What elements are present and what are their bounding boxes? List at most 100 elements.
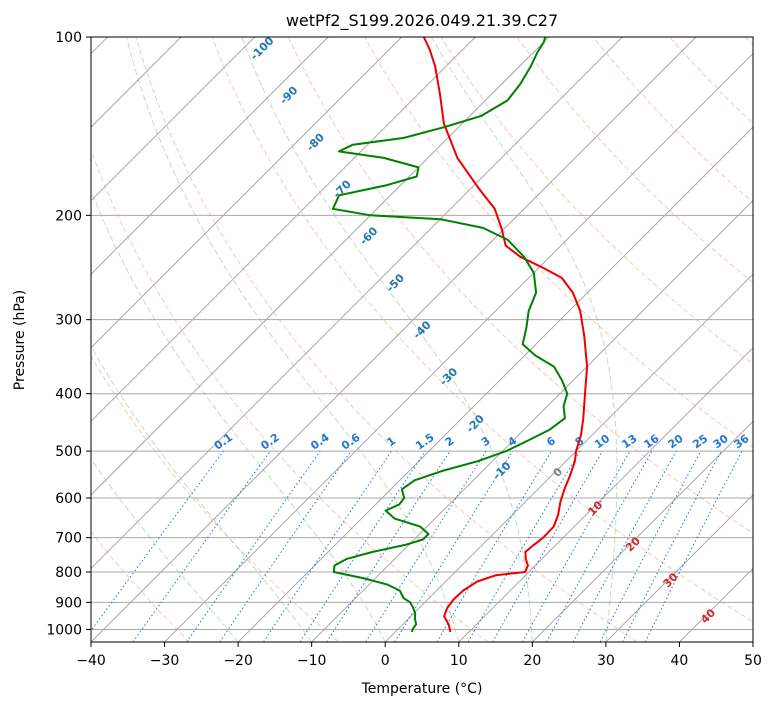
adiabat-label-blue: -20 xyxy=(464,412,487,435)
moist-adiabat-line xyxy=(241,37,533,642)
x-axis-title: Temperature (°C) xyxy=(361,681,483,697)
adiabat-label-blue: -80 xyxy=(304,130,327,153)
x-tick-label: 40 xyxy=(671,653,689,669)
isotherm-line xyxy=(458,347,753,642)
mixing-ratio-label: 1.5 xyxy=(413,431,436,453)
adiabat-label-red: 20 xyxy=(623,534,643,554)
y-tick-label: 200 xyxy=(55,208,82,224)
isotherm-line xyxy=(91,37,403,349)
adiabat-label-red: 10 xyxy=(585,498,605,518)
adiabat-label-blue: -30 xyxy=(437,365,460,388)
dewpoint-profile-line xyxy=(331,37,569,633)
plot-area: 0.1 0.2 0.4 0.6 1 1.5 2 3 4 6 8 10 13 16 20 25 30 36-100-… xyxy=(91,34,753,642)
mixing-ratio-label: 16 xyxy=(642,432,662,452)
y-tick-label: 800 xyxy=(55,565,82,581)
dry-adiabat-line xyxy=(91,355,340,642)
adiabat-label-blue: -40 xyxy=(410,318,433,341)
dry-adiabat-line xyxy=(745,37,753,46)
x-tick-label: −20 xyxy=(223,653,253,669)
mixing-ratio-label: 2 xyxy=(443,434,457,449)
x-tick-label: −40 xyxy=(76,653,106,669)
y-tick-label: 400 xyxy=(55,387,82,403)
isotherm-line xyxy=(605,494,753,642)
y-tick-label: 1000 xyxy=(46,622,82,638)
x-tick-label: 30 xyxy=(597,653,615,669)
adiabat-label-blue: -70 xyxy=(331,177,354,200)
chart-title: wetPf2_S199.2026.049.21.39.C27 xyxy=(286,11,558,31)
x-tick-label: −10 xyxy=(297,653,327,669)
mixing-ratio-line xyxy=(394,450,514,642)
moist-adiabat-line xyxy=(91,345,313,642)
dry-adiabat-line xyxy=(91,148,489,642)
isotherm-line xyxy=(91,37,697,642)
x-tick-label: 50 xyxy=(744,653,762,669)
axes: −40 −30 −20 −10 0 10 20 30 40 5010020030040050060… xyxy=(46,30,762,669)
plot-clip-group: 0.1 0.2 0.4 0.6 1 1.5 2 3 4 6 8 10 13 16 20 25 30 36-100-… xyxy=(91,34,753,642)
isotherm-line xyxy=(164,52,753,642)
y-axis-title: Pressure (hPa) xyxy=(12,290,28,390)
isotherm-line xyxy=(384,273,753,642)
mixing-ratio-line xyxy=(546,450,653,642)
mixing-ratio-label: 30 xyxy=(711,432,731,452)
y-tick-label: 900 xyxy=(55,595,82,611)
isotherm-line xyxy=(91,37,476,423)
mixing-ratio-label: 25 xyxy=(690,432,710,451)
mixing-ratio-label: 0.2 xyxy=(258,431,281,453)
mixing-ratio-line xyxy=(436,450,552,642)
y-tick-label: 500 xyxy=(55,444,82,460)
dry-adiabat-line xyxy=(135,37,638,642)
mixing-ratio-line xyxy=(219,450,352,642)
y-tick-label: 600 xyxy=(55,491,82,507)
x-tick-label: −30 xyxy=(150,653,180,669)
y-tick-label: 700 xyxy=(55,531,82,547)
isotherm-line xyxy=(91,37,623,570)
mixing-ratio-line xyxy=(467,450,581,642)
adiabat-label-blue: -100 xyxy=(248,34,277,63)
dry-adiabat-line xyxy=(592,37,753,204)
mixing-ratio-label: 13 xyxy=(619,432,639,451)
isotherm-line xyxy=(91,37,329,275)
dry-adiabat-line xyxy=(91,531,191,642)
plot-frame xyxy=(90,36,754,643)
mixing-ratio-line xyxy=(91,450,224,632)
isotherm-line xyxy=(311,199,753,642)
temperature-profile-line xyxy=(422,37,589,633)
moist-adiabat-line xyxy=(91,188,386,642)
adiabat-label-red: 0 xyxy=(551,465,566,480)
adiabat-label-red: 40 xyxy=(698,606,718,626)
mixing-ratio-label: 0.1 xyxy=(212,431,235,453)
mixing-ratio-label: 0.4 xyxy=(308,431,332,453)
mixing-ratio-line xyxy=(186,450,321,642)
isotherm-line xyxy=(752,641,753,642)
mixing-ratio-label: 20 xyxy=(666,432,686,452)
mixing-ratio-line xyxy=(132,450,271,642)
adiabat-label-blue: -90 xyxy=(277,84,300,107)
adiabat-label-blue: -10 xyxy=(490,459,513,482)
mixing-ratio-line xyxy=(522,450,631,642)
mixing-ratio-line xyxy=(644,450,743,642)
moist-adiabat-line xyxy=(126,37,460,642)
mixing-ratio-line xyxy=(599,450,702,642)
y-tick-label: 300 xyxy=(55,313,82,329)
isotherm-line xyxy=(91,37,550,496)
mixing-ratio-line xyxy=(263,450,392,642)
dry-adiabat-line xyxy=(516,37,753,284)
mixing-ratio-line xyxy=(326,450,451,642)
adiabat-label-blue: -50 xyxy=(384,271,407,294)
mixing-ratio-label: 1 xyxy=(384,434,398,449)
dry-adiabat-line xyxy=(211,37,753,623)
moist-adiabat-line xyxy=(430,37,618,642)
x-tick-label: 20 xyxy=(523,653,541,669)
isotherm-line xyxy=(679,567,753,642)
mixing-ratio-line xyxy=(572,450,677,642)
x-tick-label: 0 xyxy=(381,653,390,669)
y-tick-label: 100 xyxy=(55,30,82,46)
isotherm-line xyxy=(91,37,256,202)
mixing-ratio-label: 36 xyxy=(731,432,751,452)
isotherm-line xyxy=(237,126,753,642)
dry-adiabat-line xyxy=(669,37,753,125)
moist-adiabat-line xyxy=(91,458,239,642)
isotherm-line xyxy=(531,420,753,642)
mixing-ratio-label: 10 xyxy=(592,432,612,452)
